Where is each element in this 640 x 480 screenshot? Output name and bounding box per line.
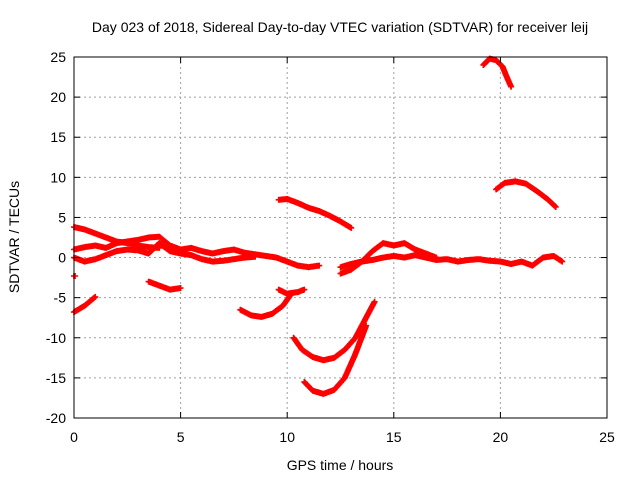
chart-title: Day 023 of 2018, Sidereal Day-to-day VTE… xyxy=(92,19,588,35)
x-tick-labels: 0 5 10 15 20 25 xyxy=(70,429,615,445)
y-tick-labels: -20 -15 -10 -5 0 5 10 15 20 25 xyxy=(46,49,66,426)
y-tick-label: 0 xyxy=(58,250,66,266)
series-arc-13 xyxy=(337,252,566,271)
series-arc-7 xyxy=(237,290,295,320)
series-arc-11 xyxy=(301,322,370,397)
x-tick-label: 5 xyxy=(177,429,185,445)
x-axis-label: GPS time / hours xyxy=(287,457,394,473)
x-tick-label: 10 xyxy=(279,429,295,445)
series-arc-6 xyxy=(145,278,184,293)
y-tick-label: -20 xyxy=(46,410,66,426)
y-tick-label: -5 xyxy=(54,290,67,306)
series-arc-15 xyxy=(493,178,559,210)
data-points xyxy=(301,322,370,397)
x-tick-label: 25 xyxy=(599,429,615,445)
grid-lines xyxy=(74,57,607,418)
axis-ticks xyxy=(73,56,608,419)
y-tick-label: 20 xyxy=(50,89,66,105)
series-arc-8 xyxy=(275,286,308,297)
plot-frame xyxy=(73,56,608,419)
series-arc-10 xyxy=(290,298,378,364)
data-points xyxy=(493,178,559,210)
series-arc-14 xyxy=(480,55,515,90)
data-points xyxy=(290,298,378,364)
data-points xyxy=(275,196,355,231)
y-tick-label: -10 xyxy=(46,330,66,346)
x-tick-label: 0 xyxy=(70,429,78,445)
series-arc-9 xyxy=(275,196,355,231)
data-points xyxy=(237,290,295,320)
y-tick-label: 25 xyxy=(50,49,66,65)
data-series xyxy=(71,55,566,397)
y-tick-label: -15 xyxy=(46,370,66,386)
data-points xyxy=(480,55,515,90)
data-points xyxy=(275,286,308,297)
x-tick-label: 15 xyxy=(386,429,402,445)
y-tick-label: 15 xyxy=(50,129,66,145)
data-points xyxy=(337,252,566,271)
data-points xyxy=(145,278,184,293)
x-tick-label: 20 xyxy=(493,429,509,445)
y-tick-label: 5 xyxy=(58,209,66,225)
y-tick-label: 10 xyxy=(50,169,66,185)
y-axis-label: SDTVAR / TECUs xyxy=(6,181,22,293)
